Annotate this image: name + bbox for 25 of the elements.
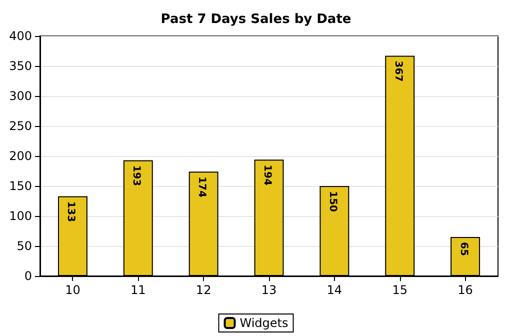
data-label: 174 <box>196 176 208 198</box>
data-label: 367 <box>392 60 404 82</box>
y-tick-label: 250 <box>9 119 32 133</box>
y-tick-label: 100 <box>9 209 32 223</box>
x-tick-label: 14 <box>326 283 342 297</box>
x-tick-label: 12 <box>196 283 212 297</box>
y-tick-label: 0 <box>24 269 32 283</box>
data-label: 65 <box>458 242 469 256</box>
x-tick-label: 11 <box>130 283 146 297</box>
y-tick-label: 350 <box>9 59 32 73</box>
y-tick-label: 150 <box>9 179 32 193</box>
chart-title: Past 7 Days Sales by Date <box>160 12 352 27</box>
data-label: 194 <box>262 164 272 186</box>
data-label: 133 <box>65 201 76 222</box>
x-tick-label: 10 <box>65 283 80 297</box>
y-tick-label: 200 <box>9 149 32 163</box>
legend-label: Widgets <box>240 316 288 330</box>
x-tick-label: 16 <box>458 283 473 297</box>
data-label: 193 <box>130 165 142 186</box>
y-tick-label: 50 <box>16 239 32 253</box>
y-tick-label: 300 <box>9 89 32 103</box>
data-label: 150 <box>326 191 338 212</box>
y-tick-label: 400 <box>9 29 32 43</box>
x-tick-label: 13 <box>261 283 277 297</box>
x-tick-label: 15 <box>392 283 408 297</box>
